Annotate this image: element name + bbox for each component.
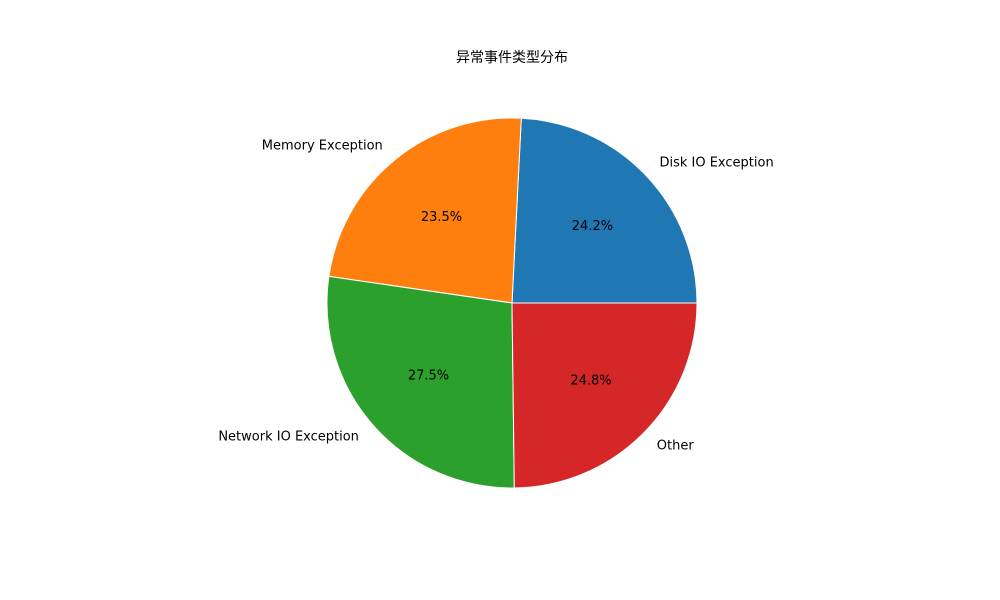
- chart-title: 异常事件类型分布: [456, 50, 568, 66]
- pie-slice-4: [511, 302, 698, 489]
- pie-slice-2: [328, 117, 522, 304]
- pie-slices: [326, 117, 698, 489]
- slice-percent-2: 23.5%: [421, 210, 462, 225]
- pie-labels: Disk IO Exception 24.2% Memory Exception 23…: [218, 138, 773, 453]
- slice-label-2: Memory Exception: [262, 138, 383, 153]
- slice-label-3: Network IO Exception: [218, 430, 359, 445]
- pie-slice-3: [326, 275, 515, 489]
- pie-slice-1: [511, 117, 698, 304]
- slice-label-4: Other: [657, 438, 695, 453]
- slice-percent-1: 24.2%: [572, 219, 613, 234]
- slice-percent-3: 27.5%: [408, 369, 449, 384]
- slice-percent-4: 24.8%: [570, 373, 611, 388]
- slice-label-1: Disk IO Exception: [659, 155, 773, 170]
